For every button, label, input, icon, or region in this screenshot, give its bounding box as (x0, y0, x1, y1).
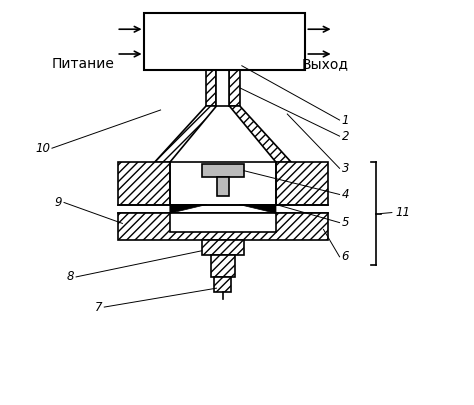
Polygon shape (229, 70, 240, 106)
Polygon shape (118, 213, 328, 239)
Text: 11: 11 (396, 206, 411, 219)
Polygon shape (155, 106, 217, 162)
Polygon shape (217, 177, 228, 196)
Polygon shape (206, 70, 217, 106)
Polygon shape (217, 70, 229, 106)
Polygon shape (276, 162, 328, 205)
Polygon shape (239, 205, 276, 213)
Text: 10: 10 (35, 142, 50, 155)
Text: 2: 2 (342, 130, 349, 143)
Text: 5: 5 (342, 216, 349, 229)
Polygon shape (211, 255, 235, 277)
Polygon shape (170, 205, 207, 213)
Text: 7: 7 (95, 301, 102, 313)
Polygon shape (214, 277, 231, 292)
Polygon shape (170, 213, 276, 232)
Text: 9: 9 (55, 196, 62, 209)
Bar (145, 13, 305, 70)
Text: 6: 6 (342, 250, 349, 263)
Text: Питание: Питание (52, 57, 115, 71)
Text: 4: 4 (342, 188, 349, 201)
Polygon shape (202, 239, 244, 255)
Polygon shape (118, 162, 170, 205)
Text: 3: 3 (342, 162, 349, 175)
Polygon shape (202, 164, 244, 177)
Text: Выход: Выход (301, 57, 348, 71)
Polygon shape (229, 106, 292, 162)
Text: 8: 8 (67, 271, 74, 284)
Text: 1: 1 (342, 113, 349, 126)
